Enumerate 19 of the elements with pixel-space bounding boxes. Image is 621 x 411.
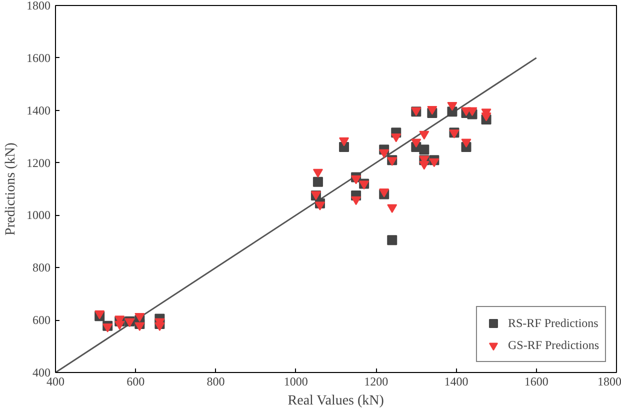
x-tick-label: 1400	[444, 374, 468, 388]
y-axis-title: Predictions (kN)	[4, 142, 18, 236]
y-tick-label: 1600	[26, 50, 50, 65]
x-tick-label: 800	[206, 374, 225, 388]
y-tick-label: 800	[32, 260, 50, 275]
y-tick-label: 600	[32, 313, 50, 328]
legend-label: GS-RF Predictions	[508, 338, 599, 352]
y-tick-label: 1000	[26, 208, 50, 222]
x-tick-label: 1600	[524, 374, 548, 388]
y-tick-label: 1400	[26, 103, 50, 118]
x-tick-label: 1800	[598, 374, 621, 388]
y-tick-label: 1800	[26, 0, 50, 12]
y-tick-label: 1200	[26, 156, 50, 170]
x-tick-label: 600	[126, 374, 145, 388]
y-tick-label: 400	[32, 366, 50, 380]
legend-label: RS-RF Predictions	[508, 316, 598, 330]
x-tick-label: 1000	[284, 374, 308, 388]
x-axis-title: Real Values (kN)	[288, 394, 384, 408]
x-tick-label: 1200	[364, 374, 388, 388]
